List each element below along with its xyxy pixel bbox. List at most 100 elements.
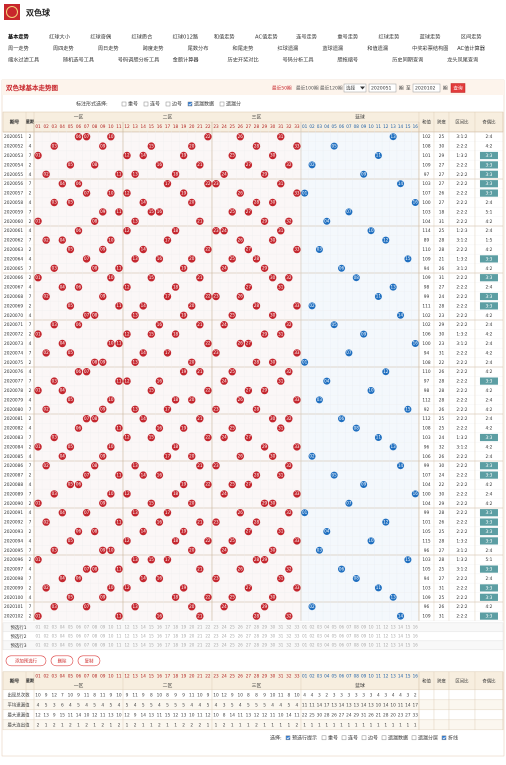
preselect-number[interactable]: 11 <box>116 633 122 638</box>
preselect-number[interactable]: 16 <box>413 633 419 638</box>
nav-link[interactable]: 历史同期查询 <box>392 56 423 64</box>
preselect-number[interactable]: 14 <box>398 633 404 638</box>
preselect-number[interactable]: 14 <box>141 633 147 638</box>
preselect-number[interactable]: 28 <box>254 642 260 647</box>
button[interactable] <box>50 655 74 667</box>
nav-link[interactable]: 区间走势 <box>461 33 482 41</box>
nav-link[interactable]: 周日走势 <box>98 44 119 52</box>
preselect-number[interactable]: 06 <box>76 624 82 629</box>
preselect-number[interactable]: 06 <box>76 642 82 647</box>
preselect-number[interactable]: 03 <box>52 633 58 638</box>
period-link[interactable]: 最近50期 <box>272 85 292 92</box>
preselect-number[interactable]: 27 <box>246 633 252 638</box>
preselect-number[interactable]: 02 <box>44 624 50 629</box>
preselect-number[interactable]: 07 <box>84 624 90 629</box>
preselect-number[interactable]: 16 <box>157 624 163 629</box>
preselect-number[interactable]: 25 <box>230 633 236 638</box>
preselect-number[interactable]: 18 <box>173 633 179 638</box>
preselect-number[interactable]: 04 <box>324 624 330 629</box>
preselect-number[interactable]: 15 <box>405 624 411 629</box>
option[interactable]: 边号 <box>172 101 182 108</box>
preselect-number[interactable]: 30 <box>270 624 276 629</box>
preselect-number[interactable]: 29 <box>262 624 268 629</box>
option[interactable]: 遗漏分 <box>226 101 241 108</box>
preselect-number[interactable]: 06 <box>76 633 82 638</box>
nav-link[interactable]: 胆拖缩号 <box>337 56 358 64</box>
preselect-number[interactable]: 17 <box>165 633 171 638</box>
nav-link[interactable]: 红球奇偶 <box>90 33 111 41</box>
preselect-number[interactable]: 05 <box>68 642 74 647</box>
preselect-number[interactable]: 18 <box>173 642 179 647</box>
button[interactable] <box>77 655 101 667</box>
nav-link[interactable]: 红球质合 <box>132 33 154 41</box>
preselect-number[interactable]: 32 <box>286 624 292 629</box>
preselect-number[interactable]: 09 <box>361 633 367 638</box>
preselect-number[interactable]: 32 <box>286 642 292 647</box>
preselect-number[interactable]: 01 <box>302 624 308 629</box>
preselect-number[interactable]: 30 <box>270 633 276 638</box>
preselect-number[interactable]: 18 <box>173 624 179 629</box>
nav-link[interactable]: 随机选号工具 <box>63 56 94 64</box>
to-input[interactable]: 2020102 <box>415 86 436 92</box>
preselect-number[interactable]: 29 <box>262 633 268 638</box>
preselect-number[interactable]: 31 <box>278 624 284 629</box>
preselect-number[interactable]: 12 <box>124 624 130 629</box>
preselect-number[interactable]: 24 <box>222 642 228 647</box>
nav-link[interactable]: 周一走势 <box>8 44 29 52</box>
button-label[interactable]: 添加预选行 <box>15 657 38 664</box>
preselect-number[interactable]: 07 <box>346 633 352 638</box>
preselect-number[interactable]: 08 <box>354 633 360 638</box>
preselect-number[interactable]: 09 <box>100 642 106 647</box>
preselect-number[interactable]: 22 <box>205 633 211 638</box>
preselect-number[interactable]: 06 <box>339 642 345 647</box>
footer-option[interactable]: 连号 <box>348 734 358 741</box>
preselect-number[interactable]: 11 <box>376 624 382 629</box>
preselect-number[interactable]: 30 <box>270 642 276 647</box>
nav-link[interactable]: 号码分析工具 <box>282 56 313 64</box>
preselect-number[interactable]: 02 <box>309 624 315 629</box>
option[interactable]: 遗漏数据 <box>194 101 214 108</box>
preselect-number[interactable]: 10 <box>108 624 114 629</box>
preselect-number[interactable]: 17 <box>165 624 171 629</box>
preselect-number[interactable]: 09 <box>100 633 106 638</box>
nav-link[interactable]: 周四走势 <box>53 44 74 52</box>
preselect-number[interactable]: 13 <box>133 642 139 647</box>
preselect-number[interactable]: 03 <box>317 624 323 629</box>
preselect-number[interactable]: 10 <box>368 633 374 638</box>
nav-link[interactable]: 历史开奖对比 <box>228 56 259 64</box>
nav-link[interactable]: 和值走势 <box>214 33 235 41</box>
nav-link[interactable]: AC值走势 <box>255 33 278 41</box>
preselect-number[interactable]: 01 <box>302 642 308 647</box>
preselect-number[interactable]: 12 <box>383 624 389 629</box>
footer-option[interactable]: 预选行提示 <box>292 734 317 741</box>
preselect-number[interactable]: 16 <box>413 642 419 647</box>
preselect-number[interactable]: 26 <box>238 624 244 629</box>
preselect-number[interactable]: 05 <box>68 633 74 638</box>
preselect-number[interactable]: 23 <box>213 624 219 629</box>
preselect-number[interactable]: 16 <box>157 633 163 638</box>
preselect-number[interactable]: 02 <box>309 642 315 647</box>
preselect-number[interactable]: 15 <box>149 642 155 647</box>
preselect-number[interactable]: 15 <box>405 633 411 638</box>
preselect-number[interactable]: 10 <box>108 642 114 647</box>
preselect-number[interactable]: 15 <box>149 633 155 638</box>
preselect-number[interactable]: 01 <box>35 642 41 647</box>
preselect-number[interactable]: 28 <box>254 624 260 629</box>
preselect-number[interactable]: 05 <box>332 633 338 638</box>
option[interactable]: 连号 <box>150 101 160 108</box>
preselect-number[interactable]: 11 <box>376 642 382 647</box>
select-label[interactable]: 选择 <box>346 85 356 92</box>
preselect-number[interactable]: 24 <box>222 633 228 638</box>
preselect-number[interactable]: 03 <box>52 624 58 629</box>
preselect-number[interactable]: 28 <box>254 633 260 638</box>
preselect-number[interactable]: 07 <box>84 633 90 638</box>
footer-option[interactable]: 折线 <box>448 734 458 741</box>
preselect-number[interactable]: 08 <box>92 642 98 647</box>
preselect-number[interactable]: 25 <box>230 642 236 647</box>
nav-link[interactable]: 金额计算器 <box>173 56 200 64</box>
preselect-number[interactable]: 13 <box>391 633 397 638</box>
footer-option[interactable]: 重号 <box>328 734 338 741</box>
nav-link[interactable]: AC值计算器 <box>457 44 486 52</box>
preselect-number[interactable]: 01 <box>35 624 41 629</box>
preselect-number[interactable]: 04 <box>60 624 66 629</box>
